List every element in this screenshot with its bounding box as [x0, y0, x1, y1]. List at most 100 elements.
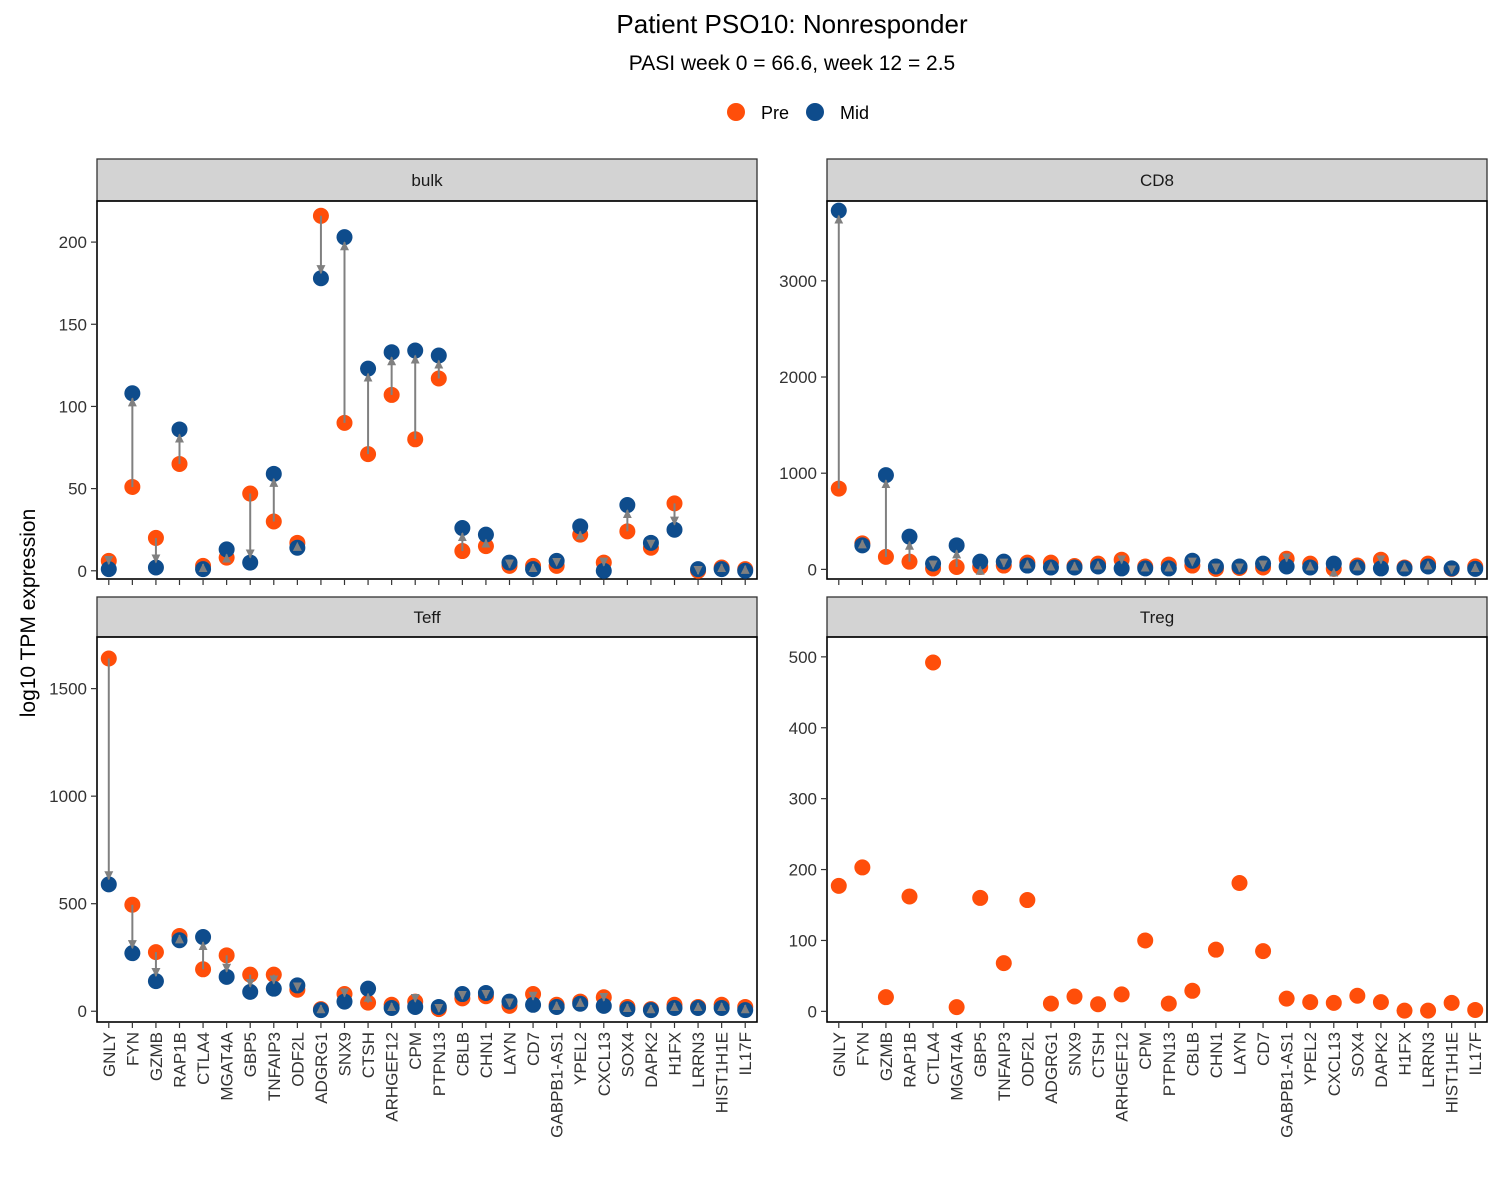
mid-point — [1396, 560, 1413, 577]
x-tick-label: IL17F — [1466, 1032, 1485, 1075]
y-tick-label: 3000 — [779, 272, 817, 291]
pre-point — [1042, 995, 1059, 1012]
mid-point — [713, 561, 730, 578]
pre-point — [925, 654, 942, 671]
legend-mid-marker — [806, 103, 824, 121]
mid-point — [572, 518, 589, 535]
y-tick-label: 100 — [59, 397, 87, 416]
mid-point — [548, 552, 565, 569]
mid-point — [548, 998, 565, 1015]
legend-mid-label: Mid — [840, 103, 869, 123]
panel-treg: Treg 0 100 200 300 400 500 GNLY FYN GZMB RAP1B CTLA… — [789, 596, 1488, 1138]
x-tick-label: TNFAIP3 — [265, 1032, 284, 1101]
x-tick-label: FYN — [123, 1032, 142, 1066]
chart-subtitle: PASI week 0 = 66.6, week 12 = 2.5 — [629, 52, 955, 75]
y-tick-label: 50 — [68, 480, 87, 499]
mid-point — [171, 932, 188, 949]
mid-point — [925, 555, 942, 572]
mid-point — [383, 1000, 400, 1017]
y-tick-label: 100 — [789, 931, 817, 950]
x-tick-label: LAYN — [1231, 1032, 1250, 1075]
legend-pre-label: Pre — [761, 103, 789, 123]
x-tick-label: GNLY — [830, 1032, 849, 1077]
mid-point — [1184, 552, 1201, 569]
mid-point — [124, 945, 141, 962]
x-tick-label: GZMB — [877, 1032, 896, 1081]
x-tick-label: GBP5 — [241, 1032, 260, 1077]
pre-point — [1278, 990, 1295, 1007]
x-tick-label: GBP5 — [971, 1032, 990, 1077]
x-tick-label: GNLY — [100, 1032, 119, 1077]
mid-point — [147, 973, 164, 990]
x-tick-label: ADGRG1 — [1042, 1032, 1061, 1104]
mid-point — [1325, 555, 1342, 572]
mid-point — [218, 968, 235, 985]
pre-point — [1066, 988, 1083, 1005]
chart-title: Patient PSO10: Nonresponder — [616, 9, 968, 39]
pre-point — [972, 889, 989, 906]
x-tick-label: SOX4 — [618, 1032, 637, 1077]
mid-point — [830, 202, 847, 219]
mid-point — [877, 467, 894, 484]
mid-point — [501, 993, 518, 1010]
pre-point — [1325, 994, 1342, 1011]
x-tick-label: GABPB1-AS1 — [1278, 1032, 1297, 1138]
mid-point — [312, 270, 329, 287]
pre-point — [1443, 994, 1460, 1011]
mid-point — [360, 360, 377, 377]
x-tick-label: CBLB — [1183, 1032, 1202, 1076]
mid-point — [713, 1000, 730, 1017]
y-axis-title: log10 TPM expression — [17, 509, 40, 718]
mid-point — [1090, 558, 1107, 575]
mid-point — [1042, 559, 1059, 576]
x-tick-label: CTSH — [359, 1032, 378, 1078]
mid-point — [265, 980, 282, 997]
x-tick-label: HIST1H1E — [1443, 1032, 1462, 1113]
x-tick-label: DAPK2 — [642, 1032, 661, 1088]
x-tick-label: CHN1 — [1207, 1032, 1226, 1078]
mid-point — [1137, 560, 1154, 577]
x-tick-label: YPEL2 — [571, 1032, 590, 1085]
x-tick-label: CBLB — [453, 1032, 472, 1076]
x-tick-label: YPEL2 — [1301, 1032, 1320, 1085]
mid-point — [666, 521, 683, 538]
legend-pre-marker — [727, 103, 745, 121]
mid-point — [1019, 557, 1036, 574]
mid-point — [242, 554, 259, 571]
x-tick-label: H1FX — [666, 1032, 685, 1075]
mid-point — [430, 998, 447, 1015]
mid-point — [972, 553, 989, 570]
x-tick-label: ODF2L — [1018, 1032, 1037, 1087]
mid-point — [100, 561, 117, 578]
mid-point — [525, 996, 542, 1013]
facet-strip — [826, 596, 1488, 638]
mid-point — [595, 562, 612, 579]
x-tick-label: LRRN3 — [1419, 1032, 1438, 1088]
y-tick-label: 1000 — [49, 787, 87, 806]
x-tick-label: CTLA4 — [194, 1032, 213, 1085]
panels: bulk050100150200CD80100020003000Teff0500… — [49, 158, 1488, 1138]
x-tick-label: CPM — [1136, 1032, 1155, 1070]
mid-point — [1443, 560, 1460, 577]
mid-point — [501, 554, 518, 571]
mid-point — [171, 421, 188, 438]
x-tick-label: LRRN3 — [689, 1032, 708, 1088]
mid-point — [1255, 555, 1272, 572]
x-tick-label: RAP1B — [901, 1032, 920, 1088]
mid-point — [1467, 560, 1484, 577]
x-tick-label: PTPN13 — [430, 1032, 449, 1096]
mid-point — [690, 1000, 707, 1017]
mid-point — [1372, 560, 1389, 577]
mid-point — [336, 993, 353, 1010]
y-tick-label: 500 — [59, 895, 87, 914]
panel-border — [826, 636, 1488, 1023]
pre-point — [1207, 941, 1224, 958]
x-tick-label: MGAT4A — [218, 1031, 237, 1100]
legend: Pre Mid — [727, 103, 869, 123]
mid-point — [289, 539, 306, 556]
pre-point — [1396, 1002, 1413, 1019]
x-tick-label: CTLA4 — [924, 1032, 943, 1085]
pre-point — [901, 888, 918, 905]
pre-point — [1113, 986, 1130, 1003]
x-tick-label: GZMB — [147, 1032, 166, 1081]
